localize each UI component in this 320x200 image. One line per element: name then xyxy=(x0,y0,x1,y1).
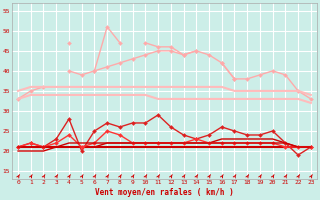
X-axis label: Vent moyen/en rafales ( km/h ): Vent moyen/en rafales ( km/h ) xyxy=(95,188,234,197)
